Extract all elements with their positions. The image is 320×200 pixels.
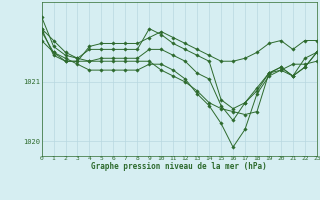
X-axis label: Graphe pression niveau de la mer (hPa): Graphe pression niveau de la mer (hPa) [91,162,267,171]
